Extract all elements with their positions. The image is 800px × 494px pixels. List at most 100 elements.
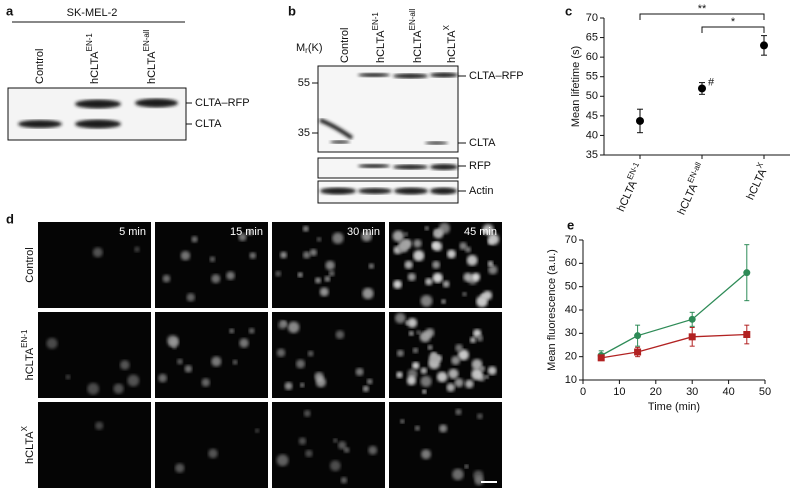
cell [407,272,416,282]
data-point [688,315,696,323]
label-sup: X [755,160,766,169]
cell [413,250,425,262]
label-sup: EN-1 [371,12,380,31]
label-text: M [296,42,305,54]
series-line [600,272,748,357]
y-tick-label: 40 [565,304,577,316]
cell [431,241,439,249]
blot-band [319,118,354,140]
band-label: CLTA [195,118,222,130]
cell [446,249,456,259]
cell [324,275,331,282]
cell [414,425,420,431]
cell [299,382,305,388]
micrograph [389,402,502,488]
cell [362,287,374,300]
y-tick-label: 55 [586,71,598,83]
cell [209,256,216,262]
cell [408,330,414,336]
cell [430,351,437,358]
cell [441,299,446,304]
cell [127,374,140,387]
band-label: CLTA [469,137,496,149]
data-point [634,348,642,356]
data-point [634,332,642,340]
cell [232,359,238,365]
y-tick-label: 65 [586,31,598,43]
panel-label: b [288,3,296,18]
cell [422,389,427,394]
cell [487,260,494,267]
cell [177,358,183,365]
cell [329,460,341,472]
cell [487,233,500,245]
cell [446,383,455,392]
marker-label: 35 [298,127,310,139]
cell [92,247,103,258]
x-tick-label: 10 [613,386,625,398]
cell [458,349,469,361]
cell [65,374,71,380]
cell [134,246,140,253]
y-tick-label: 30 [565,327,577,339]
cell [366,378,373,385]
lane-label: hCLTAEN-all [142,29,158,84]
cell [396,371,403,379]
cell [412,361,420,370]
cell [432,260,441,269]
band-label: RFP [469,160,491,172]
time-label: 30 min [347,226,380,238]
cell [434,229,440,236]
data-point [760,41,768,50]
x-tick-label: 30 [686,386,698,398]
x-tick-label: 40 [722,386,734,398]
cell [302,225,309,232]
lane-label: hCLTAEN-all [408,8,424,63]
cell [361,230,372,242]
y-tick-label: 60 [565,257,577,269]
label-text: hCLTA [615,178,640,213]
cell [471,358,483,370]
blot [317,157,459,179]
cell [254,428,260,433]
cell [400,419,405,424]
cell [412,347,419,354]
blot-band [135,98,178,108]
cell [184,365,193,373]
cell [319,287,329,297]
label-tail: (K) [308,42,323,54]
lane-label: Control [339,28,351,63]
blot-band [358,164,390,168]
cell [462,291,467,297]
blot-band [320,187,356,195]
cell [420,294,433,307]
x-tick-label: 20 [650,386,662,398]
blot-band [18,120,62,128]
cell [483,228,489,234]
cell [332,232,344,244]
cell [303,409,311,417]
label-text: hCLTA [446,30,458,63]
cell [452,468,464,481]
cell [328,270,335,277]
cell [476,335,484,342]
cell [439,424,448,433]
cell [488,265,498,275]
cell [368,445,378,455]
band-label: CLTA–RFP [195,97,250,109]
cell [413,239,422,248]
panel-label: d [6,211,14,226]
cell [119,360,130,370]
cell [315,277,322,284]
cell [420,449,432,460]
cell [419,331,431,343]
cell [424,226,429,231]
cell [175,463,185,473]
y-tick-label: 70 [565,234,577,246]
cell [325,260,335,271]
blot-band [425,141,448,145]
cell [362,385,369,392]
cell [465,379,474,389]
y-tick-label: 40 [586,129,598,141]
y-tick-label: 45 [586,110,598,122]
